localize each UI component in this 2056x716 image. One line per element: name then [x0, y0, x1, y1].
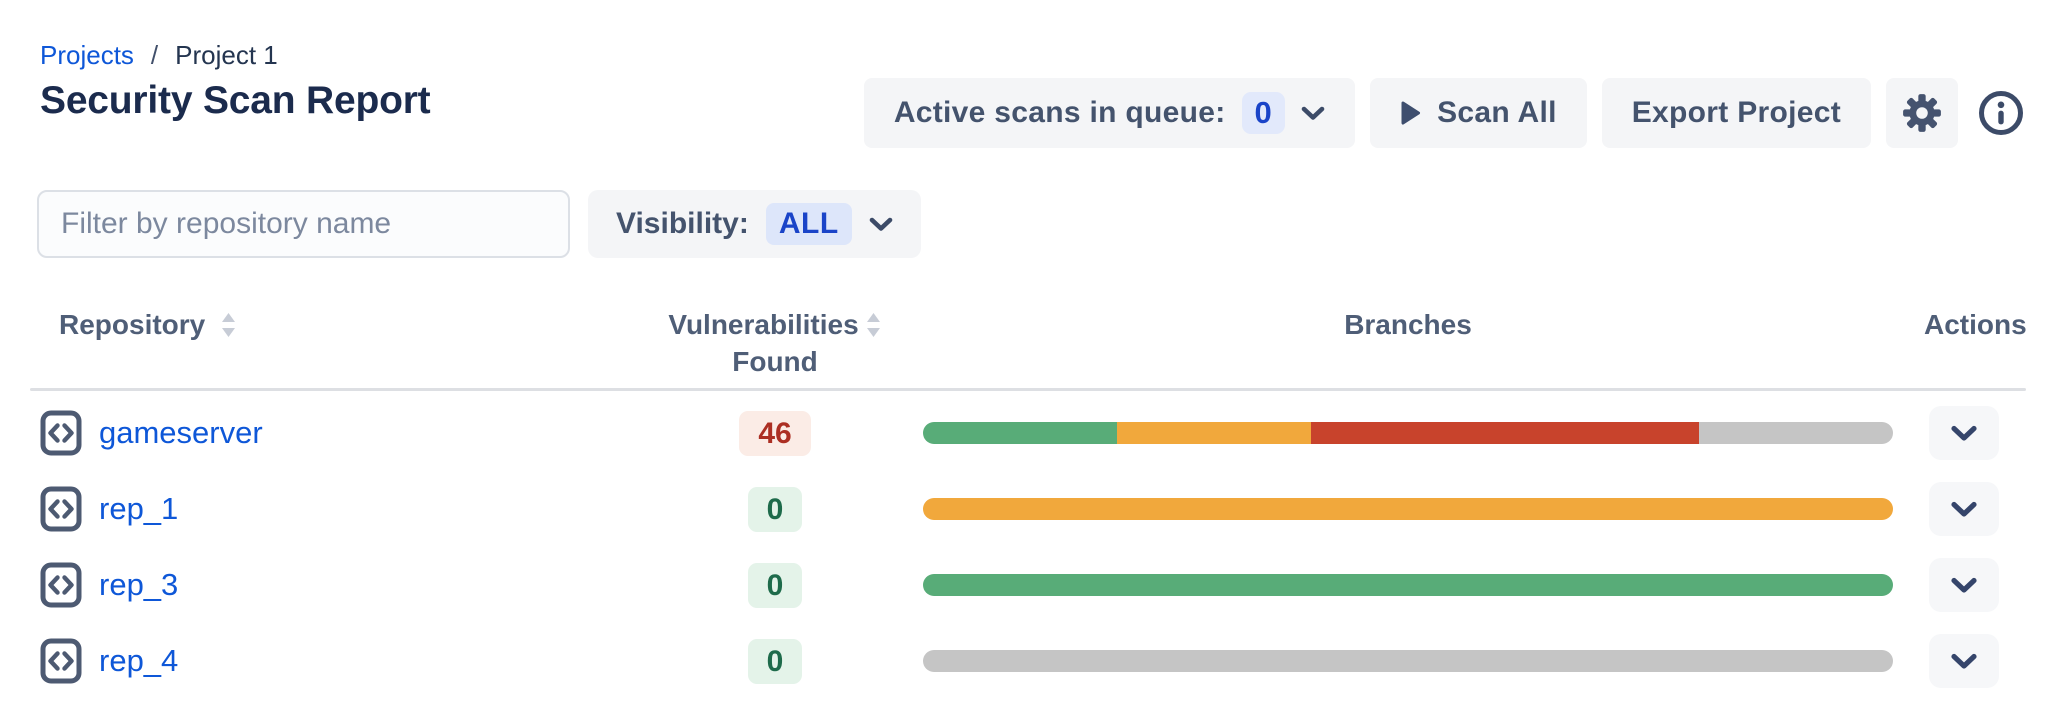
- breadcrumb: Projects / Project 1: [40, 40, 278, 71]
- branch-segment: [923, 574, 1893, 596]
- actions-cell: [1929, 558, 1999, 612]
- branch-segment: [1117, 422, 1311, 444]
- chevron-down-icon: [869, 217, 892, 231]
- table-row: gameserver 46: [0, 395, 2056, 471]
- toolbar: Active scans in queue: 0 Scan All Export…: [863, 78, 2026, 148]
- branches-status-bar: [923, 498, 1893, 520]
- chevron-down-icon: [1951, 425, 1977, 441]
- branch-segment: [923, 422, 1117, 444]
- vulnerabilities-cell: 0: [660, 638, 890, 684]
- table-row: rep_4 0: [0, 623, 2056, 699]
- active-scans-count-badge: 0: [1241, 92, 1286, 134]
- repository-icon: [40, 562, 82, 608]
- settings-button[interactable]: [1886, 78, 1958, 148]
- export-project-label: Export Project: [1631, 96, 1841, 129]
- vulnerabilities-cell: 0: [660, 562, 890, 608]
- vulnerabilities-cell: 46: [660, 410, 890, 456]
- visibility-label: Visibility:: [616, 207, 749, 240]
- table-row: rep_1 0: [0, 471, 2056, 547]
- column-header-vulnerabilities[interactable]: Vulnerabilities Found: [625, 306, 925, 380]
- branches-status-bar: [923, 574, 1893, 596]
- branch-segment: [923, 650, 1893, 672]
- breadcrumb-projects-link[interactable]: Projects: [40, 40, 134, 70]
- play-icon: [1401, 101, 1421, 125]
- column-header-branches: Branches: [1344, 309, 1472, 340]
- vulnerabilities-header-label-line2: Found: [732, 346, 818, 377]
- vulnerabilities-cell: 0: [660, 486, 890, 532]
- sort-icon[interactable]: [865, 311, 882, 339]
- repository-cell: rep_1: [40, 486, 660, 532]
- active-scans-queue-dropdown[interactable]: Active scans in queue: 0: [863, 78, 1356, 148]
- actions-cell: [1929, 482, 1999, 536]
- scan-all-label: Scan All: [1437, 96, 1557, 129]
- active-scans-queue-label: Active scans in queue:: [893, 96, 1226, 129]
- repository-link[interactable]: rep_3: [99, 567, 179, 602]
- visibility-value-badge: ALL: [765, 203, 852, 245]
- chevron-down-icon: [1951, 501, 1977, 517]
- export-project-button[interactable]: Export Project: [1601, 78, 1871, 148]
- row-actions-dropdown[interactable]: [1929, 406, 1999, 460]
- repository-cell: rep_3: [40, 562, 660, 608]
- scan-all-button[interactable]: Scan All: [1370, 78, 1587, 148]
- repository-filter-input[interactable]: [37, 190, 570, 258]
- repository-link[interactable]: gameserver: [99, 415, 263, 450]
- repository-cell: rep_4: [40, 638, 660, 684]
- repository-icon: [40, 410, 82, 456]
- actions-cell: [1929, 634, 1999, 688]
- chevron-down-icon: [1301, 106, 1325, 120]
- branch-segment: [1699, 422, 1893, 444]
- repository-icon: [40, 638, 82, 684]
- column-header-actions: Actions: [1924, 309, 2027, 340]
- info-icon: [1979, 91, 2023, 135]
- actions-cell: [1929, 406, 1999, 460]
- repository-table-body: gameserver 46 rep_1 0: [0, 395, 2056, 699]
- header-divider: [30, 388, 2026, 391]
- branch-segment: [1311, 422, 1699, 444]
- repository-link[interactable]: rep_4: [99, 643, 179, 678]
- vulnerabilities-count-badge: 46: [739, 410, 811, 456]
- vulnerabilities-count-badge: 0: [747, 486, 803, 532]
- branches-status-bar: [923, 422, 1893, 444]
- breadcrumb-current-project: Project 1: [175, 40, 278, 70]
- chevron-down-icon: [1951, 577, 1977, 593]
- gear-icon: [1903, 94, 1941, 132]
- vulnerabilities-count-badge: 0: [747, 562, 803, 608]
- branches-status-bar: [923, 650, 1893, 672]
- sort-icon[interactable]: [220, 311, 237, 339]
- repository-cell: gameserver: [40, 410, 660, 456]
- vulnerabilities-count-badge: 0: [747, 638, 803, 684]
- row-actions-dropdown[interactable]: [1929, 558, 1999, 612]
- row-actions-dropdown[interactable]: [1929, 634, 1999, 688]
- repository-link[interactable]: rep_1: [99, 491, 179, 526]
- vulnerabilities-header-label: Vulnerabilities: [668, 309, 859, 340]
- visibility-dropdown[interactable]: Visibility: ALL: [588, 190, 921, 258]
- table-row: rep_3 0: [0, 547, 2056, 623]
- chevron-down-icon: [1951, 653, 1977, 669]
- repository-header-label: Repository: [59, 309, 206, 340]
- repository-icon: [40, 486, 82, 532]
- column-header-repository[interactable]: Repository: [59, 309, 237, 341]
- page-title: Security Scan Report: [40, 79, 431, 122]
- branch-segment: [923, 498, 1893, 520]
- info-button[interactable]: [1976, 90, 2026, 136]
- row-actions-dropdown[interactable]: [1929, 482, 1999, 536]
- breadcrumb-separator: /: [150, 40, 159, 70]
